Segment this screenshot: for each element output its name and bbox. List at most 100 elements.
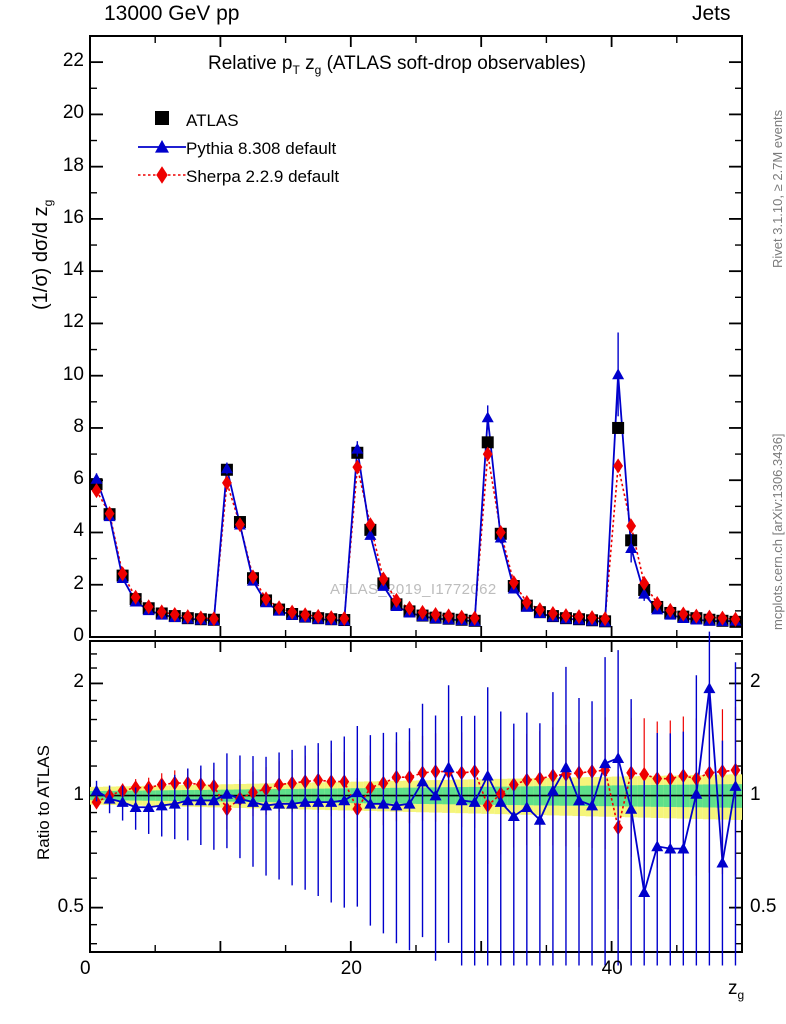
legend-label-sherpa: Sherpa 2.2.9 default <box>186 167 340 186</box>
sherpa-main-marker <box>182 609 193 625</box>
pythia-ratio-marker <box>612 752 625 763</box>
sherpa-ratio-marker <box>91 794 102 810</box>
atlas-main-marker <box>612 421 625 434</box>
pythia-ratio-marker <box>429 789 442 801</box>
pythia-ratio-marker <box>403 797 416 809</box>
sherpa-main-marker <box>326 610 337 626</box>
main-ytick-label: 4 <box>73 520 84 542</box>
pythia-ratio-marker <box>194 794 207 806</box>
sherpa-ratio-line <box>96 769 736 828</box>
sherpa-main-marker <box>417 604 428 620</box>
sherpa-main-marker <box>626 518 637 534</box>
sherpa-main-marker <box>534 602 545 618</box>
sherpa-main-marker <box>521 595 532 611</box>
xtick-label: 20 <box>340 958 362 979</box>
sherpa-main-marker <box>574 609 584 625</box>
pythia-ratio-marker <box>703 682 716 694</box>
pythia-ratio-marker <box>260 799 273 811</box>
header-right: Jets <box>692 2 731 25</box>
xtick-label: 40 <box>601 958 623 979</box>
main-ytick-label: 16 <box>62 206 84 228</box>
legend-marker-atlas <box>155 111 169 125</box>
sherpa-main-marker <box>143 599 154 615</box>
pythia-ratio-marker <box>247 796 259 807</box>
sherpa-ratio-marker <box>639 766 650 782</box>
sherpa-main-marker <box>352 459 363 475</box>
main-ytick-label: 14 <box>62 259 84 281</box>
sherpa-main-marker <box>378 571 389 587</box>
sherpa-main-marker <box>652 596 663 612</box>
legend-label-atlas: ATLAS <box>186 111 239 130</box>
sherpa-main-marker <box>248 569 258 585</box>
sherpa-main-marker <box>195 610 206 626</box>
xaxis-label: zg <box>728 978 744 1002</box>
pythia-ratio-marker <box>181 794 194 806</box>
sherpa-main-marker <box>665 602 676 618</box>
pythia-main-marker <box>612 368 625 380</box>
ratio-ytick-label-left: 0.5 <box>57 895 84 917</box>
pythia-ratio-marker <box>599 757 612 769</box>
sherpa-main-marker <box>313 608 324 624</box>
main-ytick-label: 22 <box>62 50 84 72</box>
sherpa-main-marker <box>469 610 480 626</box>
pythia-ratio-marker <box>299 796 312 807</box>
pythia-ratio-marker <box>286 797 299 809</box>
pythia-ratio-marker <box>116 796 129 807</box>
pythia-ratio-marker <box>207 794 220 806</box>
pythia-ratio-marker <box>377 797 390 809</box>
pythia-main-marker <box>351 442 364 454</box>
pythia-main-marker <box>638 587 651 599</box>
plot-title-mid: z <box>299 53 315 74</box>
sherpa-main-marker <box>691 608 702 624</box>
ratio-ytick-label-right: 0.5 <box>750 895 777 917</box>
pythia-ratio-marker <box>559 761 572 773</box>
pythia-ratio-marker <box>690 787 703 799</box>
pythia-ratio-marker <box>546 784 559 796</box>
pythia-main-marker <box>364 529 377 540</box>
pythia-ratio-marker <box>494 796 507 807</box>
sherpa-main-marker <box>391 592 402 608</box>
pythia-ratio-marker <box>90 784 103 796</box>
sherpa-main-marker <box>443 608 454 624</box>
plot-title: Relative pT zg (ATLAS soft-drop observab… <box>208 53 586 77</box>
sherpa-main-marker <box>495 524 506 540</box>
sherpa-main-marker <box>600 611 610 627</box>
pythia-ratio-marker <box>220 787 233 799</box>
ratio-ytick-label-right: 1 <box>750 783 761 805</box>
pythia-ratio-marker <box>273 797 286 809</box>
main-ytick-label: 2 <box>73 572 84 594</box>
main-ytick-label: 12 <box>62 311 84 333</box>
pythia-ratio-marker <box>677 842 690 854</box>
pythia-ratio-marker <box>390 799 403 811</box>
pythia-ratio-marker <box>338 794 351 806</box>
ratio-ytick-label-left: 2 <box>73 671 84 693</box>
pythia-main-marker <box>481 411 494 423</box>
plot-title-sub-t: T <box>292 62 300 77</box>
pythia-ratio-marker <box>168 797 181 809</box>
sherpa-main-marker <box>208 611 219 627</box>
pythia-main-marker <box>90 472 103 484</box>
plot-title-pre: Relative p <box>208 53 293 74</box>
sherpa-main-marker <box>274 600 284 616</box>
pythia-ratio-marker <box>638 886 651 898</box>
analysis-watermark: ATLAS_2019_I1772062 <box>330 581 497 598</box>
sherpa-main-marker <box>339 610 350 626</box>
sherpa-main-marker <box>717 610 728 626</box>
pythia-ratio-marker <box>586 799 599 811</box>
sherpa-main-marker <box>730 611 741 627</box>
sherpa-main-marker <box>613 458 624 474</box>
pythia-ratio-marker <box>364 797 377 809</box>
sherpa-main-marker <box>704 609 715 625</box>
sherpa-main-marker <box>287 604 298 620</box>
sherpa-main-marker <box>482 446 493 462</box>
pythia-main-marker <box>220 462 233 474</box>
legend-label-pythia: Pythia 8.308 default <box>186 139 337 158</box>
xaxis-label-sub: g <box>737 987 745 1002</box>
sherpa-main-marker <box>104 506 115 522</box>
sherpa-main-marker <box>91 483 102 499</box>
pythia-ratio-marker <box>129 801 142 813</box>
pythia-ratio-marker <box>155 799 168 811</box>
main-ytick-label: 8 <box>73 415 84 437</box>
sherpa-main-marker <box>508 575 519 591</box>
